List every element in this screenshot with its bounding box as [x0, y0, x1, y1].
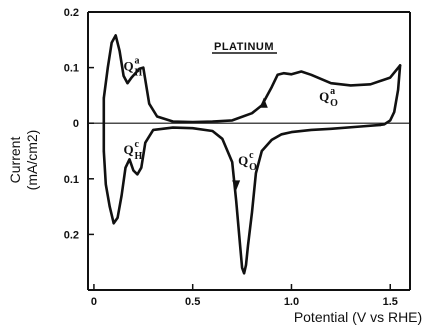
- annotation-superscript: c: [249, 150, 254, 161]
- annotation-subscript: H: [135, 67, 143, 78]
- series-line-return: [379, 64, 402, 127]
- y-axis-label: Current (mA/cm2): [7, 130, 40, 191]
- anodic-arrow: [259, 97, 268, 108]
- y-tick-label: 0.1: [64, 63, 79, 75]
- ticks: 0 0.5 1.0 1.5 0.2 0.1 0 0.1 0.2: [64, 7, 398, 308]
- x-tick-label: 1.5: [383, 296, 398, 308]
- x-tick-label: 0.5: [185, 296, 200, 308]
- annotation-main: Q: [124, 58, 134, 73]
- x-axis-label: Potential (V vs RHE): [294, 309, 422, 325]
- annotation-main: Q: [238, 153, 248, 168]
- y-axis-label-line1: Current: [7, 137, 23, 184]
- y-tick-label: 0.2: [64, 229, 79, 241]
- x-tick-label: 0: [91, 296, 97, 308]
- cathodic-arrow: [232, 180, 241, 191]
- annotation-main: Q: [319, 89, 329, 104]
- y-tick-label: 0: [73, 118, 79, 130]
- chart-title: PLATINUM: [214, 41, 274, 53]
- annotation-superscript: c: [135, 139, 140, 150]
- arrows-group: [232, 97, 268, 191]
- annotation-superscript: a: [330, 86, 335, 97]
- annotation-superscript: a: [135, 55, 140, 66]
- y-axis-label-line2: (mA/cm2): [24, 130, 40, 191]
- series-group: [102, 34, 402, 275]
- axes: [87, 11, 411, 291]
- annotation-subscript: O: [249, 162, 257, 173]
- series-line-cathodic: [102, 123, 382, 275]
- series-line-anodic: [102, 34, 402, 124]
- y-tick-label: 0.2: [64, 7, 79, 19]
- annotation-subscript: O: [330, 98, 338, 109]
- title-group: PLATINUM: [212, 41, 277, 54]
- annotation-subscript: H: [135, 151, 143, 162]
- x-tick-label: 1.0: [284, 296, 299, 308]
- y-tick-label: 0.1: [64, 174, 79, 186]
- annotation-main: Q: [124, 142, 134, 157]
